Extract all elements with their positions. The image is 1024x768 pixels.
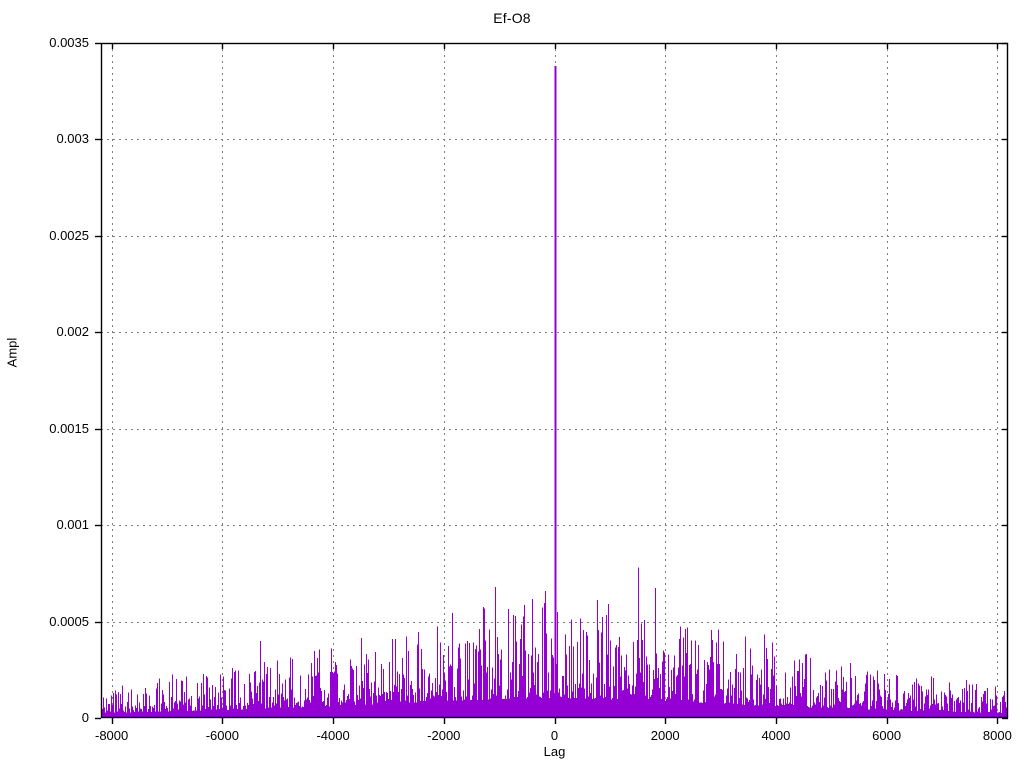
x-tick-label: 0 (550, 728, 559, 743)
x-tick-label: 4000 (761, 728, 791, 743)
y-tick-label: 0.0035 (49, 35, 89, 50)
x-tick-label: 8000 (982, 728, 1012, 743)
y-tick-label: 0.003 (56, 131, 89, 147)
data-series (101, 66, 1008, 718)
y-tick-label: 0.0015 (49, 420, 89, 436)
x-tick-label: -4000 (316, 728, 350, 743)
x-tick-label: -2000 (427, 728, 461, 743)
y-tick-label: 0.0025 (49, 227, 89, 243)
x-tick-label: -6000 (205, 728, 239, 743)
x-tick-label: -8000 (95, 728, 129, 743)
y-tick-label: 0.002 (56, 324, 89, 340)
y-tick-label: 0 (81, 710, 89, 725)
y-tick-label: 0.0005 (49, 613, 89, 629)
x-tick-label: 6000 (872, 728, 902, 743)
x-axis-label: Lag (543, 744, 566, 759)
chart-title: Ef-O8 (493, 10, 531, 26)
x-tick-label: 2000 (650, 728, 680, 743)
axis-ticks (95, 42, 1008, 724)
plot-border (100, 42, 1009, 719)
y-tick-label: 0.001 (56, 517, 89, 533)
